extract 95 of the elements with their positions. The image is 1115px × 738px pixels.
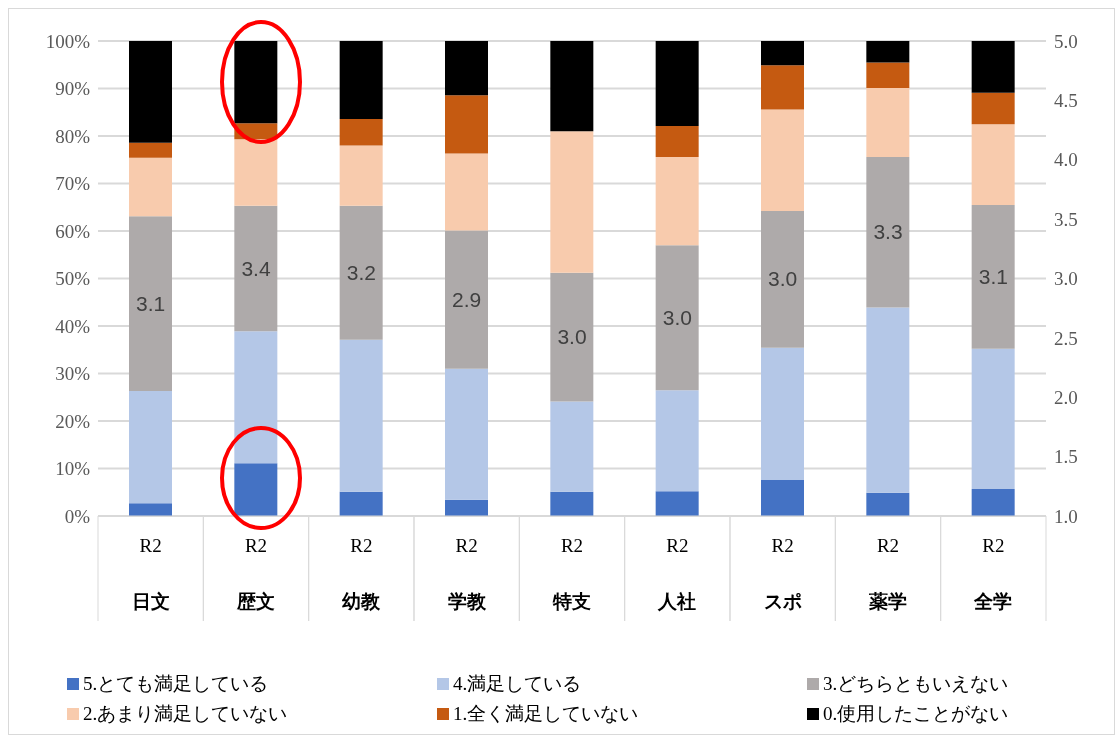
bar [655, 41, 699, 127]
bar [971, 124, 1015, 205]
annotation: 3.0 [768, 267, 798, 291]
legend-label: 3.どちらともいえない [823, 672, 1009, 696]
bar [550, 491, 594, 516]
y-tick-label: 30% [55, 363, 91, 385]
bar [761, 109, 804, 212]
bar [971, 348, 1015, 489]
bar [445, 499, 488, 516]
y-tick-label: 50% [55, 268, 91, 290]
bar [655, 245, 699, 391]
bar [866, 41, 910, 63]
annotation: 3.0 [662, 305, 692, 329]
legend-label: 1.全く満足していない [453, 702, 639, 726]
bar [550, 401, 594, 492]
bar [445, 153, 488, 231]
y-tick-label: 20% [55, 410, 91, 432]
category-label: R2 特支 [553, 535, 591, 612]
bar [761, 347, 804, 480]
bar [866, 62, 910, 89]
bar [761, 65, 804, 110]
bar [971, 92, 1015, 125]
bar [761, 211, 804, 348]
y2-tick-label: 4.5 [1054, 90, 1078, 112]
bar [129, 41, 172, 143]
y-tick-label: 10% [55, 458, 91, 480]
bar [550, 272, 594, 402]
y2-tick-label: 2.5 [1054, 327, 1078, 349]
bar [339, 41, 383, 119]
bar [129, 503, 172, 516]
y-tick-label: 60% [55, 220, 91, 242]
category-label: R2 全学 [974, 535, 1013, 612]
category-label: R2 人社 [658, 535, 697, 612]
annotation: 2.9 [452, 287, 482, 311]
bar [550, 131, 594, 273]
annotation: 3.4 [241, 256, 271, 280]
category-label: R2 歴文 [237, 535, 275, 612]
legend-label: 5.とても満足している [83, 672, 269, 696]
y-tick-label: 0% [64, 505, 91, 527]
y-tick-label: 70% [55, 173, 91, 195]
legend-label: 2.あまり満足していない [83, 702, 288, 726]
bar [445, 368, 488, 500]
bar [971, 41, 1015, 93]
bar [655, 156, 699, 246]
category-label: R2 日文 [131, 535, 170, 612]
y2-tick-label: 1.5 [1054, 446, 1078, 468]
category-label: R2 薬学 [869, 535, 907, 612]
category-label: R2 学教 [447, 535, 486, 612]
bar [339, 491, 383, 516]
annotation: 3.1 [136, 291, 166, 315]
bar [971, 488, 1015, 516]
y2-tick-label: 3.0 [1054, 268, 1078, 290]
bar [234, 463, 278, 516]
bar [761, 479, 804, 516]
bar [129, 157, 172, 217]
y-tick-label: 40% [55, 315, 91, 337]
bar [129, 391, 172, 504]
bar [866, 156, 910, 308]
y2-tick-label: 2.0 [1054, 386, 1078, 408]
bar [234, 41, 278, 124]
annotation: 3.3 [873, 220, 903, 244]
bar [550, 41, 594, 132]
bar [445, 230, 488, 369]
legend-label: 4.満足している [453, 672, 582, 696]
annotation: 3.1 [978, 264, 1008, 288]
category-label: R2 幼教 [342, 535, 381, 612]
bar [339, 118, 383, 146]
bar [129, 142, 172, 158]
bar [339, 205, 383, 340]
bar [129, 216, 172, 392]
category-label: R2 スポ [763, 535, 802, 612]
bar [655, 390, 699, 492]
bar [234, 205, 278, 332]
y-tick-label: 80% [55, 125, 91, 147]
bar [866, 88, 910, 157]
annotation: 3.2 [346, 260, 376, 284]
y2-tick-label: 4.0 [1054, 149, 1078, 171]
bar [339, 145, 383, 206]
y2-tick-label: 1.0 [1054, 505, 1078, 527]
bar [866, 492, 910, 516]
bar [655, 491, 699, 516]
bar [971, 204, 1015, 349]
annotation: 3.0 [557, 325, 587, 349]
bar [655, 126, 699, 157]
y-tick-label: 90% [55, 78, 91, 100]
bar [445, 95, 488, 154]
bar [761, 41, 804, 66]
bar [234, 139, 278, 206]
bar [866, 307, 910, 493]
legend-label: 0.使用したことがない [823, 702, 1009, 726]
bar [339, 339, 383, 492]
y2-tick-label: 5.0 [1054, 30, 1078, 52]
y2-tick-label: 3.5 [1054, 208, 1078, 230]
y-tick-label: 100% [45, 30, 91, 52]
bar [445, 41, 488, 96]
